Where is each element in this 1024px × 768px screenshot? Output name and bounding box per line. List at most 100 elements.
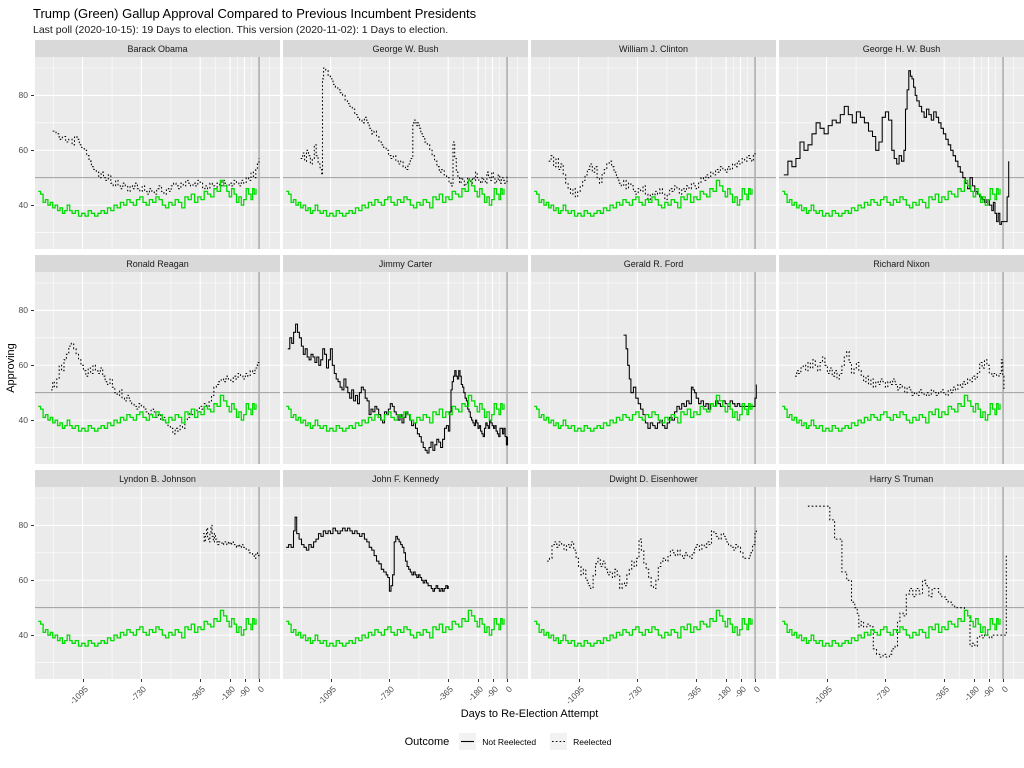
x-tick-mark bbox=[259, 679, 261, 682]
solid-line-icon bbox=[461, 740, 475, 743]
page-subtitle: Last poll (2020-10-15): 19 Days to elect… bbox=[33, 24, 449, 36]
y-tick-mark bbox=[31, 150, 34, 152]
trump-approval-line bbox=[534, 394, 753, 432]
y-tick-mark bbox=[31, 365, 34, 367]
x-tick-mark bbox=[141, 679, 143, 682]
president-approval-line bbox=[300, 67, 508, 187]
y-tick-mark bbox=[31, 310, 34, 312]
facet-strip-barack-obama: Barack Obama bbox=[35, 40, 280, 57]
x-tick-mark bbox=[755, 679, 757, 682]
x-tick-mark bbox=[478, 679, 480, 682]
x-tick-mark bbox=[740, 679, 742, 682]
x-tick-mark bbox=[974, 679, 976, 682]
president-approval-line bbox=[287, 323, 509, 454]
y-tick-mark bbox=[31, 525, 34, 527]
x-tick-mark bbox=[244, 679, 246, 682]
facet-panel-john-f-kennedy bbox=[283, 487, 528, 679]
y-axis-title: Approving bbox=[5, 343, 17, 393]
page-title: Trump (Green) Gallup Approval Compared t… bbox=[33, 6, 477, 21]
x-tick-mark bbox=[578, 679, 580, 682]
x-tick-mark bbox=[637, 679, 639, 682]
president-approval-line bbox=[286, 516, 449, 592]
trump-approval-line bbox=[534, 609, 753, 647]
trump-approval-line bbox=[38, 179, 257, 217]
legend: Outcome Not Reelected Reelected bbox=[0, 733, 1024, 750]
facet-strip-william-j-clinton: William J. Clinton bbox=[531, 40, 776, 57]
facet-panel-lyndon-b-johnson bbox=[35, 487, 280, 679]
facet-strip-george-w-bush: George W. Bush bbox=[283, 40, 528, 57]
trump-approval-line bbox=[782, 394, 1001, 432]
trump-approval-line bbox=[38, 609, 257, 647]
facet-panel-dwight-d-eisenhower bbox=[531, 487, 776, 679]
y-tick-label: 80 bbox=[18, 90, 28, 101]
x-tick-mark bbox=[944, 679, 946, 682]
x-tick-mark bbox=[988, 679, 990, 682]
facet-panel-jimmy-carter bbox=[283, 272, 528, 464]
x-tick-mark bbox=[330, 679, 332, 682]
legend-key-reelected bbox=[550, 733, 568, 750]
facet-panel-william-j-clinton bbox=[531, 57, 776, 249]
y-tick-label: 80 bbox=[18, 305, 28, 316]
x-tick-mark bbox=[1003, 679, 1005, 682]
facet-strip-john-f-kennedy: John F. Kennedy bbox=[283, 470, 528, 487]
x-tick-mark bbox=[726, 679, 728, 682]
y-tick-label: 40 bbox=[18, 200, 28, 211]
x-tick-mark bbox=[200, 679, 202, 682]
facet-strip-george-h-w-bush: George H. W. Bush bbox=[779, 40, 1024, 57]
legend-key-not-reelected bbox=[459, 733, 477, 750]
president-approval-line bbox=[623, 334, 757, 429]
president-approval-line bbox=[547, 528, 757, 590]
facet-panel-george-h-w-bush bbox=[779, 57, 1024, 249]
facet-strip-lyndon-b-johnson: Lyndon B. Johnson bbox=[35, 470, 280, 487]
trump-approval-line bbox=[782, 609, 1001, 647]
facet-panel-george-w-bush bbox=[283, 57, 528, 249]
facet-panel-harry-s-truman bbox=[779, 487, 1024, 679]
facet-strip-jimmy-carter: Jimmy Carter bbox=[283, 255, 528, 272]
president-approval-line bbox=[548, 153, 756, 201]
legend-title: Outcome bbox=[404, 735, 450, 748]
trump-approval-line bbox=[286, 179, 505, 217]
president-approval-line bbox=[807, 505, 1007, 658]
x-tick-mark bbox=[885, 679, 887, 682]
president-approval-line bbox=[795, 350, 1005, 396]
trump-approval-line bbox=[534, 179, 753, 217]
facet-panel-ronald-reagan bbox=[35, 272, 280, 464]
x-tick-mark bbox=[389, 679, 391, 682]
x-tick-mark bbox=[448, 679, 450, 682]
y-tick-mark bbox=[31, 205, 34, 207]
y-tick-label: 40 bbox=[18, 415, 28, 426]
trump-approval-line bbox=[286, 609, 505, 647]
y-tick-mark bbox=[31, 420, 34, 422]
x-tick-mark bbox=[826, 679, 828, 682]
x-tick-mark bbox=[507, 679, 509, 682]
president-approval-line bbox=[51, 342, 260, 435]
facet-strip-dwight-d-eisenhower: Dwight D. Eisenhower bbox=[531, 470, 776, 487]
facet-strip-gerald-r-ford: Gerald R. Ford bbox=[531, 255, 776, 272]
y-tick-label: 60 bbox=[18, 145, 28, 156]
y-tick-label: 40 bbox=[18, 630, 28, 641]
trump-approval-line bbox=[782, 179, 1001, 217]
dotted-line-icon bbox=[552, 740, 566, 743]
y-tick-mark bbox=[31, 635, 34, 637]
facet-strip-richard-nixon: Richard Nixon bbox=[779, 255, 1024, 272]
trump-approval-line bbox=[38, 394, 257, 432]
y-tick-label: 80 bbox=[18, 520, 28, 531]
legend-label-not-reelected: Not Reelected bbox=[482, 736, 537, 747]
x-axis-title: Days to Re-Election Attempt bbox=[460, 708, 599, 720]
y-tick-mark bbox=[31, 580, 34, 582]
trump-approval-line bbox=[286, 394, 505, 432]
facet-panel-richard-nixon bbox=[779, 272, 1024, 464]
y-tick-mark bbox=[31, 95, 34, 97]
y-tick-label: 60 bbox=[18, 360, 28, 371]
legend-label-reelected: Reelected bbox=[573, 736, 612, 747]
facet-panel-barack-obama bbox=[35, 57, 280, 249]
facet-strip-ronald-reagan: Ronald Reagan bbox=[35, 255, 280, 272]
x-tick-mark bbox=[82, 679, 84, 682]
facet-strip-harry-s-truman: Harry S Truman bbox=[779, 470, 1024, 487]
x-tick-mark bbox=[696, 679, 698, 682]
x-tick-mark bbox=[230, 679, 232, 682]
x-tick-mark bbox=[492, 679, 494, 682]
facet-panel-gerald-r-ford bbox=[531, 272, 776, 464]
y-tick-label: 60 bbox=[18, 575, 28, 586]
